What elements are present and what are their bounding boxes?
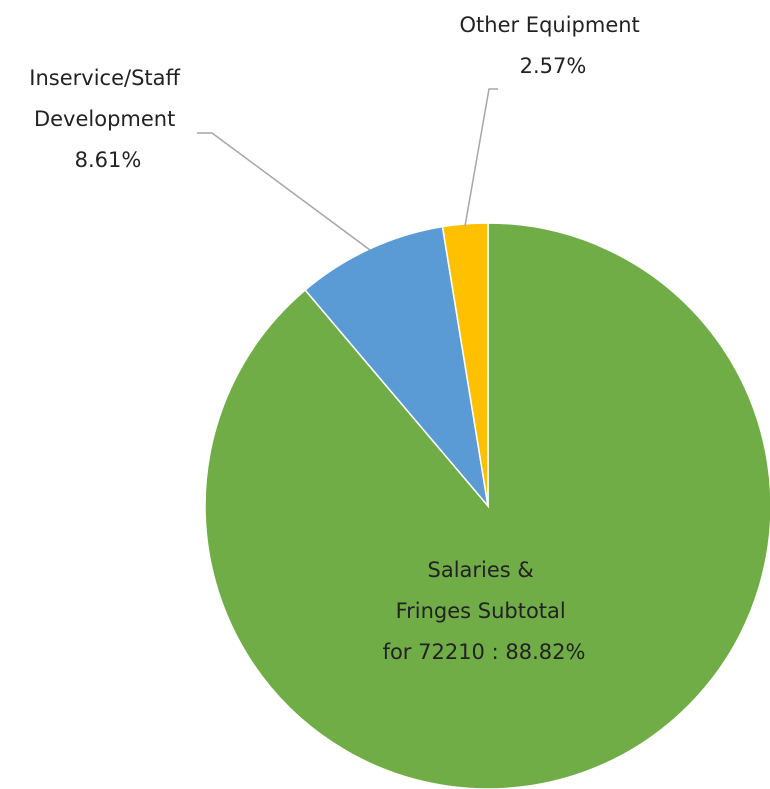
data-label-inservice-line2: Development bbox=[34, 107, 175, 131]
data-label-other-equipment-line1: Other Equipment bbox=[460, 13, 640, 37]
data-label-inservice-line1: Inservice/Staff bbox=[29, 66, 180, 90]
data-label-other-equipment-line2: 2.57% bbox=[520, 54, 587, 78]
data-label-salaries: Salaries & Fringes Subtotal for 72210 : … bbox=[383, 558, 586, 664]
data-label-inservice-line3: 8.61% bbox=[75, 148, 142, 172]
data-label-other-equipment: Other Equipment 2.57% bbox=[460, 13, 647, 78]
data-label-salaries-line3: for 72210 : 88.82% bbox=[383, 640, 586, 664]
data-label-inservice: Inservice/Staff Development 8.61% bbox=[29, 66, 186, 172]
leader-line-other-equipment bbox=[464, 88, 498, 227]
data-label-salaries-line2: Fringes Subtotal bbox=[396, 599, 566, 623]
leader-line-inservice bbox=[197, 132, 371, 251]
pie-slices bbox=[204, 222, 770, 789]
data-label-salaries-line1: Salaries & bbox=[428, 558, 534, 582]
